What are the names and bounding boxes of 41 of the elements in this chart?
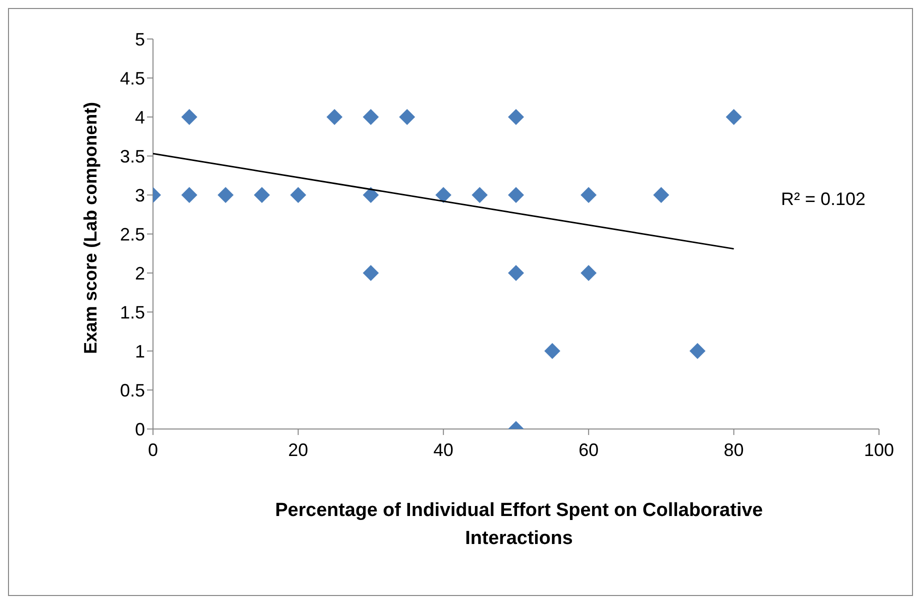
y-axis-title: Exam score (Lab component): [80, 102, 100, 354]
y-tick-label: 2: [134, 263, 145, 284]
y-tick-label: 2.5: [120, 224, 145, 244]
x-tick-label: 40: [433, 440, 454, 460]
x-tick-label: 0: [148, 440, 158, 460]
point: [181, 187, 198, 203]
point: [362, 265, 379, 281]
point: [690, 343, 706, 359]
point: [580, 187, 597, 203]
y-tick-label: 1.5: [120, 302, 145, 322]
point: [544, 343, 560, 359]
point: [362, 187, 379, 203]
point: [472, 187, 488, 203]
point: [326, 109, 342, 125]
y-tick-label: 0.5: [120, 380, 145, 400]
point: [218, 187, 234, 203]
point: [653, 187, 670, 203]
y-tick-label: 3: [134, 185, 145, 206]
x-tick-label: 20: [288, 440, 308, 460]
x-tick-label: 60: [578, 440, 599, 460]
point: [726, 109, 742, 125]
point: [254, 187, 270, 203]
y-tick-label: 5: [134, 29, 145, 50]
y-tick-label: 3.5: [120, 146, 145, 166]
point: [508, 187, 524, 203]
x-tick-label: 80: [724, 440, 744, 460]
x-tick-label: 100: [864, 440, 894, 460]
y-tick-label: 4: [134, 107, 145, 128]
y-tick-label: 1: [134, 341, 145, 362]
annotation: R² = 0.102: [781, 189, 866, 210]
point: [399, 109, 416, 125]
x-axis-title: Percentage of Individual Effort Spent on Collaborative Interactions: [274, 499, 764, 551]
y-tick-label: 0: [134, 419, 145, 440]
y-tick-label: 4.5: [120, 68, 145, 88]
point: [508, 109, 524, 125]
point: [181, 109, 198, 125]
point: [435, 187, 452, 203]
point: [362, 109, 379, 125]
point: [580, 265, 597, 281]
point: [290, 187, 306, 203]
point: [508, 265, 524, 281]
